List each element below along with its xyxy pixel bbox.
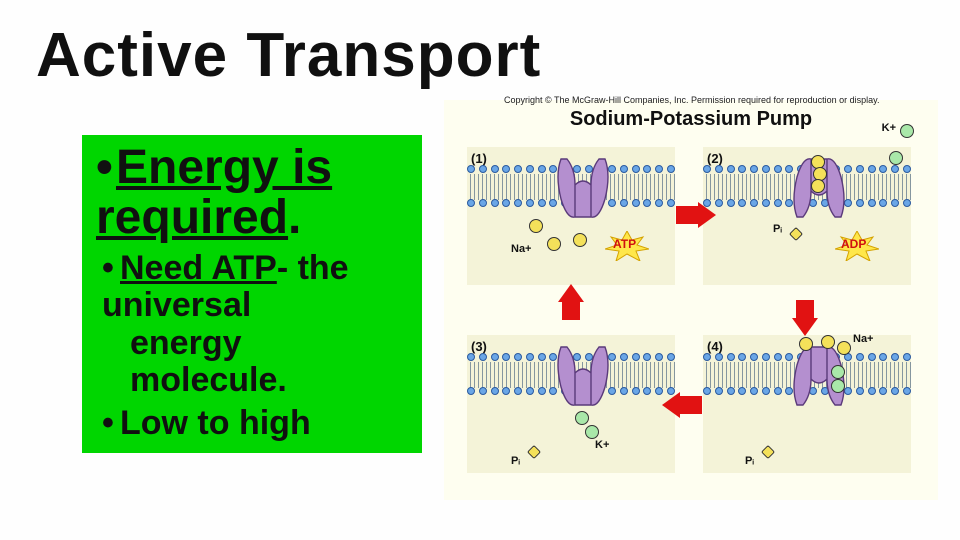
arrow-right-icon — [676, 206, 700, 224]
k-ion-icon — [889, 151, 903, 165]
bullet1-suffix: . — [288, 191, 301, 244]
bullet2-line3: molecule. — [102, 362, 408, 399]
k-ion-icon — [900, 124, 914, 138]
k-ion-icon — [575, 411, 589, 425]
pi-label: Pᵢ — [511, 455, 520, 467]
na-ion-icon — [821, 335, 835, 349]
bullet-low-to-high: •Low to high — [96, 405, 408, 442]
na-ion-icon — [811, 179, 825, 193]
diagram-heading: Sodium-Potassium Pump — [444, 108, 938, 131]
bullet-energy-required: •Energy is required. — [96, 143, 408, 244]
diagram-panel-4: (4) Na+ Pᵢ — [702, 334, 912, 474]
text-panel: •Energy is required. •Need ATP- the univ… — [82, 135, 422, 453]
k-ion-icon — [831, 365, 845, 379]
diagram-panel-2: (2) Pᵢ ADP — [702, 146, 912, 286]
pi-icon — [761, 445, 775, 459]
k-label: K+ — [882, 122, 896, 134]
k-ion-icon — [831, 379, 845, 393]
pi-label: Pᵢ — [773, 223, 782, 235]
panel-number: (2) — [707, 151, 723, 166]
panel-number: (3) — [471, 339, 487, 354]
slide-title: Active Transport — [36, 20, 541, 91]
bullet2-line2: energy — [102, 325, 408, 362]
arrow-down-icon — [796, 300, 814, 320]
arrow-up-icon — [562, 300, 580, 320]
diagram-panel-3: (3) K+ Pᵢ — [466, 334, 676, 474]
diagram-panel-1: (1) Na+ ATP — [466, 146, 676, 286]
pi-label: Pᵢ — [745, 455, 754, 467]
na-ion-icon — [799, 337, 813, 351]
panel-number: (1) — [471, 151, 487, 166]
bullet3-text: Low to high — [120, 404, 311, 442]
na-ion-icon — [529, 219, 543, 233]
pump-protein-icon — [553, 155, 613, 221]
k-ion-icon — [585, 425, 599, 439]
pi-icon — [789, 227, 803, 241]
pump-protein-icon — [553, 343, 613, 409]
bullet2-underlined: Need ATP — [120, 249, 277, 287]
atp-label: ATP — [613, 237, 636, 251]
na-ion-icon — [547, 237, 561, 251]
na-ion-icon — [573, 233, 587, 247]
pi-icon — [527, 445, 541, 459]
sodium-potassium-diagram: Copyright © The McGraw-Hill Companies, I… — [444, 100, 938, 500]
bullet-need-atp: •Need ATP- the universal energy molecule… — [96, 250, 408, 400]
na-label: Na+ — [511, 243, 532, 255]
k-label: K+ — [595, 439, 609, 451]
bullet-mark-icon: • — [96, 143, 116, 193]
bullet-mark-icon: • — [102, 250, 120, 287]
bullet-mark-icon: • — [102, 405, 120, 442]
arrow-left-icon — [678, 396, 702, 414]
na-top-label: Na+ — [853, 333, 874, 345]
copyright-text: Copyright © The McGraw-Hill Companies, I… — [504, 95, 879, 105]
panel-number: (4) — [707, 339, 723, 354]
adp-label: ADP — [841, 237, 866, 251]
na-ion-icon — [837, 341, 851, 355]
